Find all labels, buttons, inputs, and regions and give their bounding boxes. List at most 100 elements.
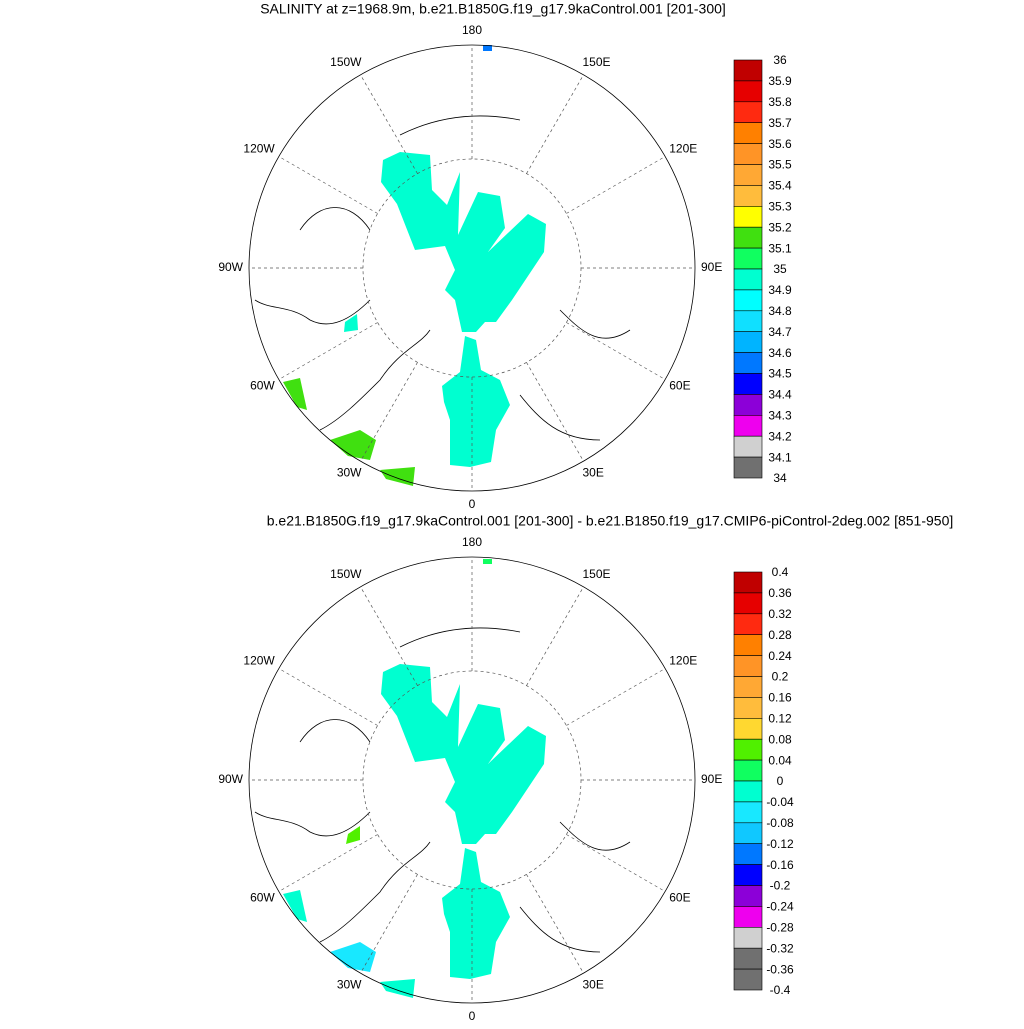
colorbar-label: 34 xyxy=(773,471,787,485)
field-top xyxy=(283,45,546,486)
colorbar-label: -0.2 xyxy=(770,879,791,893)
panel-title: SALINITY at z=1968.9m, b.e21.B1850G.f19_… xyxy=(260,1,726,17)
longitude-label: 90W xyxy=(218,772,243,786)
colorbar-box xyxy=(733,289,763,312)
colorbar-label: -0.08 xyxy=(766,816,794,830)
colorbar-label: 34.7 xyxy=(768,325,792,339)
colorbar-box xyxy=(733,206,763,228)
colorbar-label: 35.2 xyxy=(768,220,792,234)
colorbar-label: 0.2 xyxy=(772,670,789,684)
colorbar-label: 0 xyxy=(777,774,784,788)
meridian xyxy=(566,156,666,214)
meridian xyxy=(526,586,584,686)
field-patch xyxy=(283,378,307,410)
colorbar-box xyxy=(733,843,763,865)
field-patch xyxy=(442,848,510,979)
colorbar-box xyxy=(733,310,763,332)
longitude-label: 150E xyxy=(583,567,611,581)
colorbar-box xyxy=(733,80,763,103)
colorbar-box xyxy=(733,394,763,416)
colorbar-label: 35.3 xyxy=(768,199,792,213)
colorbar-label: 35.7 xyxy=(768,116,792,130)
field-patch xyxy=(283,890,307,922)
colorbar-label: 0.4 xyxy=(772,565,789,579)
colorbar-box xyxy=(733,435,763,458)
colorbar-label: 35.4 xyxy=(768,179,792,193)
colorbar-box xyxy=(733,634,763,656)
longitude-label: 120E xyxy=(669,142,697,156)
colorbar-box xyxy=(733,352,763,374)
meridian xyxy=(526,362,584,462)
colorbar-box xyxy=(733,226,763,249)
colorbar-label: 34.4 xyxy=(768,388,792,402)
colorbar-label: 0.08 xyxy=(768,732,792,746)
colorbar-box xyxy=(733,926,763,949)
colorbar-label: 0.16 xyxy=(768,691,792,705)
map-boundary xyxy=(248,44,696,492)
meridian xyxy=(278,834,378,892)
meridian xyxy=(360,74,418,174)
field-bottom xyxy=(283,559,546,998)
colorbar-label: 34.5 xyxy=(768,367,792,381)
longitude-label: 120W xyxy=(243,654,275,668)
colorbar-box xyxy=(733,780,763,803)
meridian xyxy=(278,668,378,726)
colorbar-label: 36 xyxy=(773,53,787,67)
colorbar-label: -0.28 xyxy=(766,920,794,934)
colorbar-box xyxy=(733,122,763,144)
colorbar-box xyxy=(733,164,763,186)
colorbar-label: -0.04 xyxy=(766,795,794,809)
meridian xyxy=(566,834,666,892)
meridian xyxy=(360,362,418,462)
colorbar-box xyxy=(733,456,763,479)
longitude-label: 30W xyxy=(337,977,362,991)
colorbar-box xyxy=(733,373,763,395)
longitude-label: 90E xyxy=(701,772,722,786)
panel-title: b.e21.B1850G.f19_g17.9kaControl.001 [201… xyxy=(267,513,954,529)
field-patch xyxy=(483,45,492,51)
map-boundary xyxy=(248,556,696,1004)
colorbar-label: -0.32 xyxy=(766,941,794,955)
field-patch xyxy=(381,664,546,844)
colorbar-label: 0.24 xyxy=(768,649,792,663)
meridian xyxy=(360,586,418,686)
colorbar-label: -0.24 xyxy=(766,900,794,914)
colorbar-label: -0.36 xyxy=(766,962,794,976)
colorbar-box xyxy=(733,697,763,719)
meridian xyxy=(526,874,584,974)
colorbar-box xyxy=(733,101,763,124)
colorbar-box xyxy=(733,613,763,635)
colorbar-label: -0.4 xyxy=(770,983,791,997)
colorbar-label: 35.5 xyxy=(768,158,792,172)
meridian xyxy=(278,322,378,380)
colorbar-box xyxy=(733,143,763,165)
colorbar-box xyxy=(733,414,763,437)
colorbar-box xyxy=(733,801,763,824)
meridian xyxy=(526,74,584,174)
longitude-label: 0 xyxy=(469,497,476,511)
colorbar-label: 0.36 xyxy=(768,586,792,600)
longitude-label: 60E xyxy=(669,891,690,905)
colorbar-box xyxy=(733,592,763,615)
longitude-label: 180 xyxy=(462,23,482,37)
colorbar-label: -0.16 xyxy=(766,858,794,872)
colorbar-label: 0.04 xyxy=(768,753,792,767)
longitude-label: 180 xyxy=(462,535,482,549)
field-patch xyxy=(330,430,376,460)
colorbar-label: 35.6 xyxy=(768,137,792,151)
colorbar-label: -0.12 xyxy=(766,837,794,851)
meridian xyxy=(566,322,666,380)
longitude-label: 150W xyxy=(330,55,362,69)
coastline xyxy=(254,115,631,441)
colorbar-label: 0.32 xyxy=(768,607,792,621)
colorbar-label: 0.28 xyxy=(768,628,792,642)
longitude-label: 30E xyxy=(583,465,604,479)
colorbar-box xyxy=(733,59,763,82)
colorbar-label: 34.8 xyxy=(768,304,792,318)
colorbar-label: 34.6 xyxy=(768,346,792,360)
colorbar-box xyxy=(733,864,763,886)
longitude-label: 60W xyxy=(250,379,275,393)
field-patch xyxy=(344,314,358,332)
colorbar-box xyxy=(733,759,763,782)
longitude-label: 120E xyxy=(669,654,697,668)
